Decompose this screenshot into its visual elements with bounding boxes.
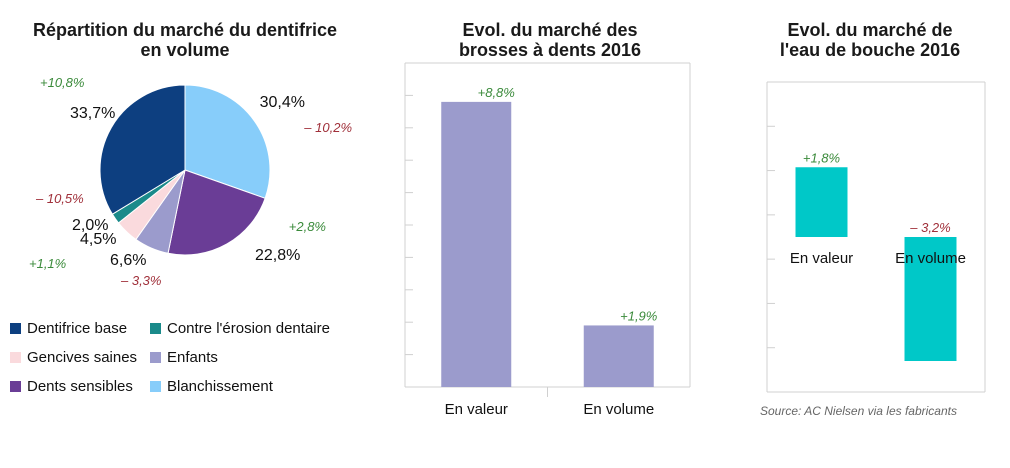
bar-value-label: +1,9% [620,308,657,323]
pie-change-label: – 10,2% [303,120,352,135]
legend-swatch [10,352,21,363]
pie-change-label: +10,8% [40,75,84,90]
legend-label: Blanchissement [167,378,273,395]
legend-item: Gencives saines [10,349,137,366]
brosses-title-line2: brosses à dents 2016 [458,40,642,60]
bar [904,237,957,361]
pie-chart: 30,4% – 10,2% 22,8% +2,8% 6,6% – 3,3% 4,5% +1,1… [29,75,352,288]
bar-value-label: +1,8% [803,150,840,165]
eau-chart-title: Evol. du marché de l'eau de bouche 2016 [745,20,995,60]
pie-title-line2: en volume [140,40,230,60]
pie-chart-title: Répartition du marché du dentifrice en v… [10,20,360,60]
pie-title-line1: Répartition du marché du dentifrice [32,20,338,40]
bar-value-label: +8,8% [478,85,515,100]
category-label: En valeur [445,401,508,418]
bar [795,167,848,237]
legend-swatch [150,323,161,334]
pie-change-label: +1,1% [29,256,66,271]
legend-label: Dentifrice base [27,320,128,337]
pie-slice-label: 4,5% [80,231,116,248]
eau-title-line1: Evol. du marché de [787,20,953,40]
category-label: En volume [583,401,654,418]
legend-label: Enfants [167,349,218,366]
pie-slice-label: 22,8% [255,247,300,264]
brosses-bar-chart: +8,8% En valeur +1,9% En volume [404,62,691,418]
legend-item: Dentifrice base [10,320,127,337]
legend-item: Blanchissement [150,378,273,395]
category-label: En valeur [790,250,853,267]
category-label: En volume [895,250,966,267]
pie-slice-label: 33,7% [70,105,115,122]
pie-slice [184,84,271,199]
bar [583,325,654,387]
pie-change-label: – 3,3% [120,273,161,288]
legend-label: Contre l'érosion dentaire [167,320,330,337]
brosses-chart-title: Evol. du marché des brosses à dents 2016 [420,20,680,60]
pie-slice-label: 2,0% [72,217,108,234]
pie-slice [99,84,186,215]
pie-change-label: – 10,5% [35,191,84,206]
eau-bar-chart: +1,8% En valeur – 3,2% En volume [766,81,986,393]
legend-label: Gencives saines [27,349,138,366]
legend-label: Dents sensibles [27,378,133,395]
pie-slice-label: 30,4% [260,94,305,111]
eau-title-line2: l'eau de bouche 2016 [779,40,961,60]
bar-value-label: – 3,2% [909,220,950,235]
bar [441,101,512,387]
legend-item: Contre l'érosion dentaire [150,320,330,337]
pie-change-label: +2,8% [289,219,326,234]
legend-swatch [10,381,21,392]
legend-swatch [150,381,161,392]
legend-item: Enfants [150,349,218,366]
pie-slice [167,169,266,256]
source-note: Source: AC Nielsen via les fabricants [760,404,957,418]
pie-slice-label: 6,6% [110,252,146,269]
brosses-title-line1: Evol. du marché des [462,20,638,40]
legend-swatch [10,323,21,334]
legend-item: Dents sensibles [10,378,133,395]
legend-swatch [150,352,161,363]
